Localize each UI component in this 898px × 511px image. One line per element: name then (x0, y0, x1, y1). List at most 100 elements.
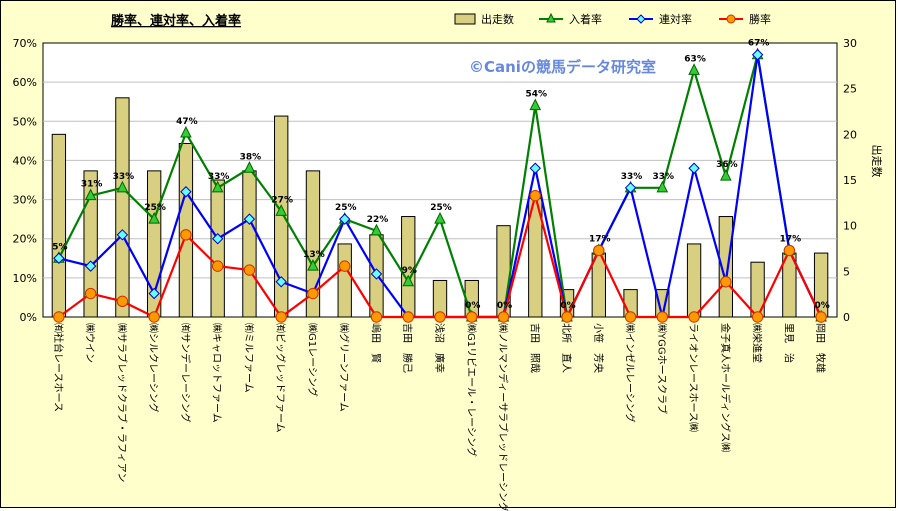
category-label: ㈱グリーンファーム (338, 323, 351, 412)
marker-連対率 (751, 49, 764, 61)
data-label: 0% (814, 301, 829, 311)
marker-勝率 (370, 311, 383, 323)
legend-label: 連対率 (659, 12, 692, 26)
data-label: 17% (589, 234, 611, 244)
marker-勝率 (593, 244, 605, 257)
marker-勝率 (211, 260, 224, 272)
y-right-tick-label: 10 (843, 220, 857, 233)
legend-label: 出走数 (481, 12, 514, 26)
legend-marker-勝率 (726, 14, 736, 24)
marker-勝率 (307, 287, 319, 300)
category-label: ㈱YGGホースクラブ (655, 323, 668, 414)
data-label: 0% (465, 301, 480, 311)
category-label: 里見 治 (782, 323, 795, 363)
y-right-tick-label: 20 (843, 128, 857, 141)
bar-出走数 (115, 97, 130, 318)
y-left-tick-label: 70% (13, 37, 37, 50)
marker-勝率 (243, 264, 256, 276)
category-label: ㈱G1リビエール・レーシング (465, 323, 478, 457)
watermark: ©Caniの競馬データ研究室 (469, 58, 656, 76)
data-label: 27% (271, 195, 293, 205)
category-label: 岡田 牧雄 (814, 323, 827, 373)
y-right-axis-title: 出走数 (870, 145, 884, 178)
marker-連対率 (688, 162, 700, 174)
bar-出走数 (718, 216, 734, 318)
y-right-tick-label: 25 (843, 83, 857, 96)
category-label: 嶋田 賢 (369, 323, 382, 363)
data-label: 31% (81, 180, 103, 190)
legend-label: 入着率 (569, 12, 602, 26)
marker-勝率 (561, 311, 573, 323)
marker-勝率 (180, 229, 192, 241)
marker-勝率 (84, 287, 97, 300)
category-label: 金子真人ホールディングス㈱ (719, 323, 732, 452)
marker-勝率 (751, 311, 764, 323)
marker-入着率 (211, 180, 224, 193)
marker-入着率 (529, 98, 542, 111)
marker-連対率 (243, 213, 256, 225)
category-label: ㈲ミルファーム (242, 323, 254, 393)
category-label: ライオンレースホース㈱ (687, 323, 699, 432)
marker-入着率 (275, 204, 288, 216)
y-left-tick-label: 40% (13, 154, 37, 167)
data-label: 33% (208, 172, 230, 182)
marker-連対率 (53, 252, 65, 264)
legend-swatch-出走数 (454, 13, 476, 25)
y-left-tick-label: 10% (13, 272, 37, 285)
plot-area (42, 42, 838, 318)
marker-勝率 (466, 311, 478, 323)
y-left-tick-label: 50% (13, 115, 37, 128)
y-right-tick-label: 5 (843, 265, 850, 278)
y-right-tick-label: 0 (843, 311, 850, 324)
data-label: 0% (497, 301, 512, 311)
marker-勝率 (53, 311, 65, 323)
data-label: 5% (52, 242, 67, 252)
bar-出走数 (242, 170, 257, 318)
category-label: ㈱ノルマンディーサラブレッドレーシング (497, 323, 510, 511)
marker-勝率 (624, 311, 637, 323)
category-label: ㈱インゼルレーシング (624, 323, 637, 423)
marker-入着率 (148, 212, 160, 224)
marker-勝率 (815, 311, 827, 323)
y-right-tick-label: 15 (843, 174, 857, 187)
marker-連対率 (84, 260, 97, 272)
marker-入着率 (84, 188, 97, 201)
bar-出走数 (83, 170, 98, 318)
category-label: ㈱キャロットファーム (211, 323, 223, 423)
y-left-tick-label: 20% (13, 233, 37, 246)
marker-勝率 (402, 311, 414, 323)
data-label: 33% (113, 172, 135, 182)
marker-入着率 (243, 161, 256, 173)
data-label: 47% (176, 117, 198, 127)
marker-勝率 (339, 260, 351, 272)
data-label: 38% (240, 152, 262, 162)
category-label: ㈱G1レーシング (306, 323, 319, 397)
data-label: 9% (402, 266, 417, 276)
bar-出走数 (686, 243, 702, 318)
bar-出走数 (210, 179, 225, 318)
marker-連対率 (180, 186, 192, 198)
marker-勝率 (688, 311, 700, 323)
marker-連対率 (370, 268, 383, 280)
marker-連対率 (339, 213, 351, 225)
data-label: 36% (716, 160, 738, 170)
y-left-tick-label: 30% (13, 194, 37, 207)
data-label: 25% (144, 203, 166, 213)
data-label: 33% (621, 172, 643, 182)
marker-連対率 (148, 287, 160, 300)
legend-label: 勝率 (749, 12, 771, 26)
marker-入着率 (720, 168, 732, 181)
marker-入着率 (307, 258, 319, 271)
category-label: ㈲サンデーレーシング (179, 323, 192, 423)
marker-勝率 (434, 311, 446, 323)
bar-出走数 (51, 133, 67, 318)
marker-勝率 (720, 276, 732, 288)
category-label: ㈱サラブレッドクラブ・ラフィアン (115, 323, 128, 482)
category-label: ㈱シルクレーシング (147, 323, 160, 413)
data-label: 25% (430, 203, 452, 213)
marker-勝率 (148, 311, 160, 323)
marker-勝率 (656, 311, 669, 323)
category-label: 北所 直人 (560, 323, 573, 373)
